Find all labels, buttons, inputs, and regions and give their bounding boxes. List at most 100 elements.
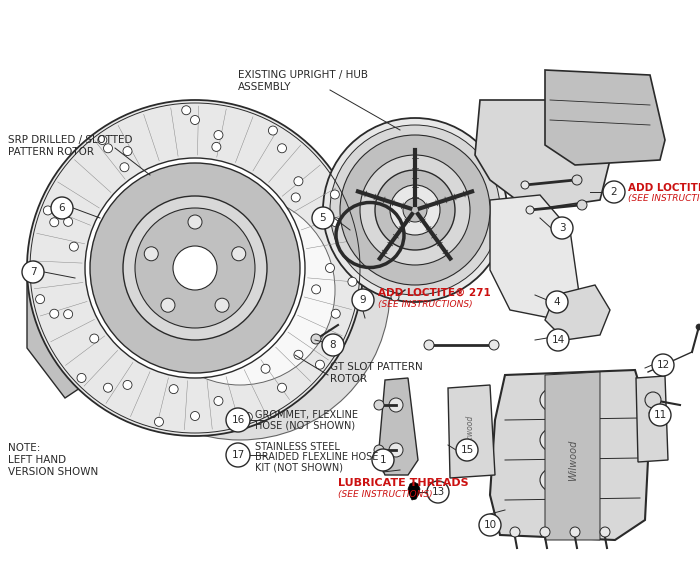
Circle shape [696, 324, 700, 330]
Text: (SEE INSTRUCTIONS): (SEE INSTRUCTIONS) [628, 195, 700, 203]
Text: 9: 9 [360, 295, 366, 305]
Circle shape [226, 443, 250, 467]
Polygon shape [475, 100, 610, 210]
Circle shape [190, 116, 199, 124]
Circle shape [43, 206, 52, 215]
Text: ADD LOCTITE® 271: ADD LOCTITE® 271 [628, 183, 700, 193]
Circle shape [50, 218, 59, 227]
Circle shape [374, 445, 384, 455]
Text: KIT (NOT SHOWN): KIT (NOT SHOWN) [255, 462, 343, 472]
Text: HOSE (NOT SHOWN): HOSE (NOT SHOWN) [255, 420, 355, 430]
Circle shape [551, 217, 573, 239]
Text: 14: 14 [552, 335, 565, 345]
Circle shape [479, 514, 501, 536]
Circle shape [261, 364, 270, 373]
Circle shape [389, 443, 403, 457]
Text: 1: 1 [379, 455, 386, 465]
Circle shape [104, 144, 113, 153]
Circle shape [372, 449, 394, 471]
Circle shape [64, 310, 73, 318]
Circle shape [312, 285, 321, 294]
Circle shape [104, 383, 113, 392]
Circle shape [226, 408, 250, 432]
Circle shape [77, 374, 86, 382]
Text: 8: 8 [330, 340, 336, 350]
Text: 11: 11 [653, 410, 666, 420]
Ellipse shape [540, 386, 580, 414]
Text: (SEE INSTRUCTIONS): (SEE INSTRUCTIONS) [378, 299, 472, 309]
Polygon shape [27, 278, 110, 398]
Circle shape [389, 398, 403, 412]
Circle shape [424, 340, 434, 350]
Circle shape [577, 200, 587, 210]
Polygon shape [378, 378, 418, 475]
Circle shape [330, 125, 500, 295]
Circle shape [169, 385, 178, 394]
Circle shape [123, 146, 132, 156]
Circle shape [403, 198, 427, 222]
Circle shape [190, 411, 199, 421]
Circle shape [526, 206, 534, 214]
Text: PATTERN ROTOR: PATTERN ROTOR [8, 147, 94, 157]
Circle shape [120, 163, 129, 172]
Polygon shape [490, 195, 580, 320]
Circle shape [348, 277, 357, 286]
Circle shape [173, 246, 217, 290]
Text: 15: 15 [461, 445, 474, 455]
Text: 3: 3 [559, 223, 566, 233]
Polygon shape [545, 70, 665, 165]
Circle shape [98, 135, 107, 145]
Text: GROMMET, FLEXLINE: GROMMET, FLEXLINE [255, 410, 358, 420]
Circle shape [331, 218, 340, 227]
Circle shape [182, 106, 190, 114]
Text: ROTOR: ROTOR [330, 374, 367, 384]
Circle shape [652, 354, 674, 376]
Circle shape [375, 170, 455, 250]
Circle shape [214, 396, 223, 406]
Circle shape [645, 392, 661, 408]
Circle shape [155, 417, 164, 426]
Text: 10: 10 [484, 520, 496, 530]
Circle shape [649, 404, 671, 426]
Text: ASSEMBLY: ASSEMBLY [238, 82, 291, 92]
Text: SRP DRILLED / SLOTTED: SRP DRILLED / SLOTTED [8, 135, 132, 145]
Text: 12: 12 [657, 360, 670, 370]
Text: Wilwood: Wilwood [568, 439, 578, 480]
Circle shape [312, 207, 334, 229]
Circle shape [316, 360, 325, 369]
Circle shape [510, 527, 520, 537]
Ellipse shape [540, 426, 580, 454]
Circle shape [161, 298, 175, 312]
Text: LEFT HAND: LEFT HAND [8, 455, 66, 465]
Text: VERSION SHOWN: VERSION SHOWN [8, 467, 98, 477]
Text: BRAIDED FLEXLINE HOSE: BRAIDED FLEXLINE HOSE [255, 452, 379, 462]
Text: aukwood: aukwood [466, 415, 475, 449]
Circle shape [214, 131, 223, 139]
Circle shape [90, 163, 300, 373]
Circle shape [144, 247, 158, 261]
Circle shape [277, 383, 286, 392]
Circle shape [27, 100, 363, 436]
Circle shape [352, 289, 374, 311]
Circle shape [570, 527, 580, 537]
Circle shape [145, 195, 335, 385]
Ellipse shape [540, 466, 580, 494]
Text: 4: 4 [554, 297, 560, 307]
Circle shape [268, 126, 277, 135]
Text: 16: 16 [232, 415, 244, 425]
Circle shape [51, 197, 73, 219]
Circle shape [294, 350, 303, 359]
Text: 5: 5 [320, 213, 326, 223]
Circle shape [546, 291, 568, 313]
Text: (SEE INSTRUCTIONS): (SEE INSTRUCTIONS) [338, 490, 433, 500]
Circle shape [540, 527, 550, 537]
Circle shape [390, 185, 440, 235]
Circle shape [123, 381, 132, 389]
Text: 2: 2 [610, 187, 617, 197]
Polygon shape [636, 376, 668, 462]
Polygon shape [448, 385, 495, 478]
Circle shape [331, 309, 340, 318]
Text: ADD LOCTITE® 271: ADD LOCTITE® 271 [378, 288, 491, 298]
Circle shape [277, 144, 286, 153]
Circle shape [326, 264, 335, 272]
